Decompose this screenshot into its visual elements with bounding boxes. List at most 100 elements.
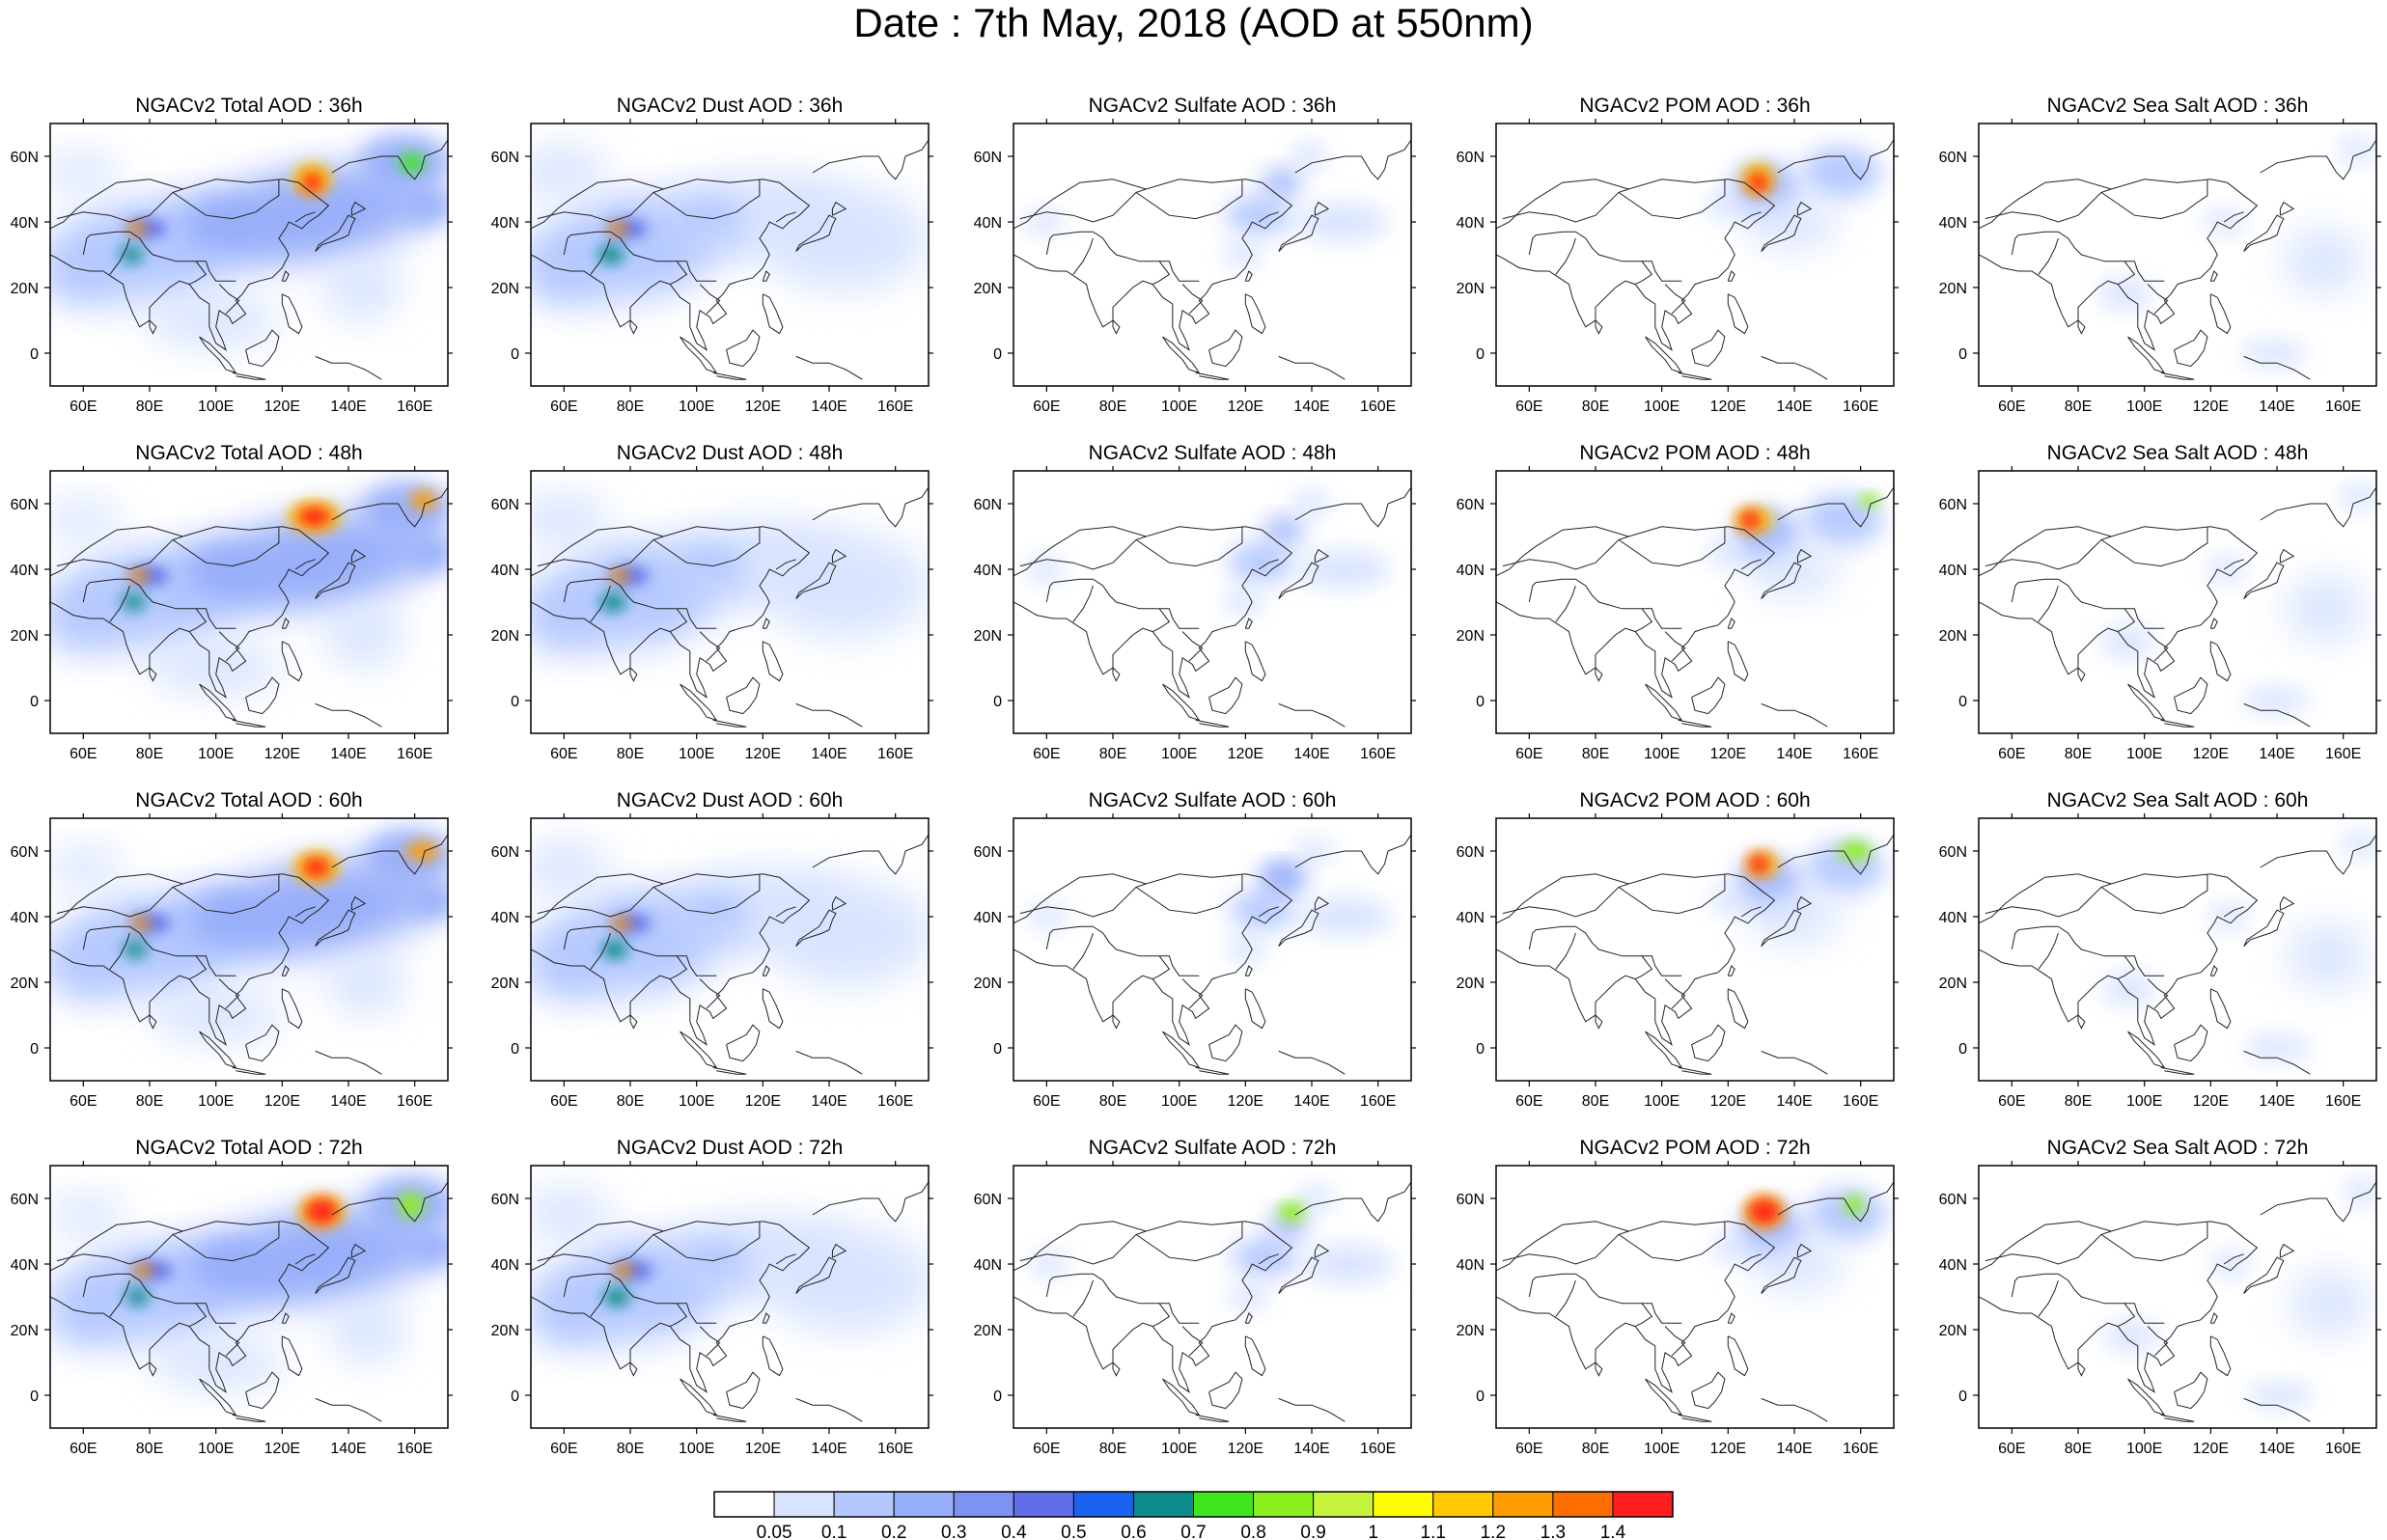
aod-field [1979,1166,2376,1428]
coastline [775,211,796,223]
map-frame [49,817,449,1082]
panel-title: NGACv2 Dust AOD : 60h [617,789,844,811]
coastline [315,909,356,947]
x-tick-label: 80E [1099,1093,1126,1110]
y-tick-label: 20N [1457,976,1485,992]
panel-title: NGACv2 Sea Salt AOD : 48h [2047,442,2309,464]
aod-plume [1710,1234,1752,1261]
coastline [831,201,847,216]
coastline [1314,895,1330,911]
x-tick-label: 60E [1998,1441,2025,1457]
aod-plume [2288,922,2368,989]
coastline [1664,1326,1686,1357]
aod-plume [531,840,612,894]
aod-field [50,1166,448,1428]
coastline [531,873,811,1046]
coastline [1727,641,1749,682]
x-tick-label: 120E [264,746,300,762]
y-tick-label: 60N [1457,497,1485,513]
x-tick-label: 120E [1710,746,1746,762]
coastline [1258,906,1279,918]
coastline [1195,1414,1230,1422]
coastline [82,234,91,256]
coastline [2243,1256,2285,1294]
coastline [2174,676,2208,715]
y-tick-label: 0 [511,1389,519,1405]
aod-plume [2286,575,2366,642]
x-tick-label: 100E [2126,399,2162,415]
x-tick-label: 140E [811,399,847,415]
coastline [629,1014,638,1030]
coastline [82,929,91,950]
coastline [1258,559,1279,570]
coastline [2147,978,2169,1009]
coastline [1162,1378,1201,1416]
coastline [1135,179,1243,220]
coastline [669,1303,688,1328]
aod-plume [531,238,601,304]
panel-title: NGACv2 Dust AOD : 48h [617,442,844,464]
coastline [245,329,280,368]
coastline [2260,486,2376,528]
aod-plume [360,481,448,540]
x-tick-label: 160E [877,1093,913,1110]
x-tick-label: 60E [69,1093,97,1110]
aod-plume [1222,241,1263,268]
coastline [245,1024,280,1062]
y-tick-label: 40N [974,563,1002,579]
y-tick-label: 60N [1939,1192,1967,1208]
aod-plume [1025,556,1066,583]
coastline [2117,261,2136,286]
coastline [188,608,208,633]
coastline [2127,683,2166,722]
colorbar-swatch [953,1491,1014,1518]
coastline [281,1335,303,1377]
y-tick-label: 0 [511,1041,519,1058]
coastline-layer [1979,834,2376,1075]
y-tick-label: 40N [11,910,39,926]
coastline [1045,234,1054,256]
x-tick-label: 120E [1710,399,1746,415]
coastline [218,631,240,662]
coastline [775,906,796,918]
y-tick-label: 20N [491,1323,519,1339]
coastline [1595,1014,1603,1030]
y-tick-label: 0 [511,694,519,710]
x-tick-label: 160E [1843,399,1878,415]
x-tick-label: 80E [1099,746,1126,762]
aod-plume [2246,1382,2314,1409]
coastline [2279,1243,2295,1258]
coastline [795,1256,837,1294]
coastline [1244,618,1253,629]
coastline [1761,214,1802,252]
coastline [795,702,863,728]
aod-plume [132,1264,153,1278]
aod-plume [196,206,264,238]
coastline [1152,261,1171,286]
x-tick-label: 120E [1228,746,1263,762]
x-tick-label: 140E [1293,1093,1329,1110]
coastline [1979,179,2259,351]
coastline [1555,1279,1576,1317]
coastline [1664,978,1686,1009]
panel-title: NGACv2 Total AOD : 36h [135,95,362,117]
coastline [1777,486,1894,528]
aod-field [1496,818,1894,1081]
y-tick-label: 20N [11,976,39,992]
coastline [712,371,747,380]
coastline [1727,270,1735,282]
x-tick-label: 100E [2126,1093,2162,1110]
colorbar-label: 0.5 [1061,1523,1086,1540]
coastline [218,1326,240,1357]
coastline [1314,548,1330,564]
coastline [2018,231,2165,282]
y-tick-label: 0 [30,346,39,363]
coastline [2209,293,2232,335]
colorbar-label: 0.7 [1180,1523,1206,1540]
coastline [90,925,236,976]
coastline [531,526,811,699]
coastline [1691,1024,1726,1062]
coastline [172,526,280,567]
coastline [1294,486,1411,528]
coastline [2279,201,2295,216]
